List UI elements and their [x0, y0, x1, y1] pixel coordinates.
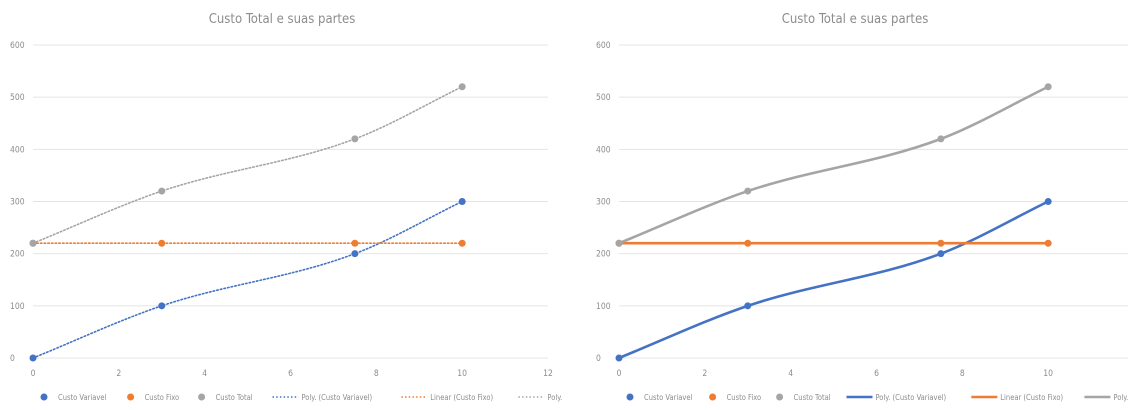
legend-marker — [709, 393, 717, 401]
legend-label: Custo Fixo — [727, 393, 762, 402]
chart-right-svg: Custo Total e suas partes010020030040050… — [596, 12, 1128, 402]
data-point-custo-total — [458, 83, 466, 91]
legend-label: Custo Variavel — [644, 393, 693, 402]
chart-left-svg: Custo Total e suas partes010020030040050… — [10, 12, 564, 402]
legend-marker — [127, 393, 135, 401]
data-point-custo-fixo — [744, 239, 752, 247]
legend-label: Linear (Custo Fixo) — [430, 393, 493, 402]
y-tick-label: 0 — [596, 354, 601, 364]
y-tick-label: 200 — [596, 250, 611, 260]
y-tick-label: 500 — [10, 93, 25, 103]
data-point-custo-fixo — [937, 239, 945, 247]
y-tick-label: 200 — [10, 250, 25, 260]
x-tick-label: 2 — [702, 369, 707, 379]
legend-label: Poly. (Custo Variavel) — [876, 393, 947, 402]
y-tick-label: 400 — [10, 145, 25, 155]
y-tick-label: 300 — [596, 198, 611, 208]
y-tick-label: 400 — [596, 145, 611, 155]
data-point-custo-fixo — [158, 239, 166, 247]
legend-label: Poly. (Custo Total) — [547, 393, 564, 402]
x-tick-label: 0 — [31, 369, 36, 379]
legend-label: Custo Fixo — [145, 393, 180, 402]
y-tick-label: 600 — [10, 41, 25, 51]
data-point-custo-total — [29, 239, 37, 247]
y-tick-label: 0 — [10, 354, 15, 364]
legend-label: Linear (Custo Fixo) — [1000, 393, 1063, 402]
data-point-custo-variavel — [937, 250, 945, 258]
legend-label: Custo Total — [216, 393, 253, 402]
data-point-custo-variavel — [1044, 198, 1052, 205]
data-point-custo-variavel — [744, 302, 752, 310]
x-tick-label: 10 — [1043, 369, 1053, 379]
legend-label: Custo Total — [794, 393, 831, 402]
chart-left: Custo Total e suas partes 0 100 200 300 400 50… — [10, 12, 564, 402]
data-point-custo-variavel — [615, 354, 623, 362]
x-tick-label: 0 — [617, 369, 622, 379]
legend-marker — [626, 393, 634, 401]
trendline-custo-total — [32, 85, 463, 245]
legend-label: Custo Variavel — [58, 393, 107, 402]
x-tick-label: 8 — [374, 369, 379, 379]
data-point-custo-fixo — [1044, 239, 1052, 247]
data-point-custo-total — [937, 135, 945, 143]
legend-marker — [40, 393, 48, 401]
data-point-custo-total — [351, 135, 359, 143]
data-point-custo-variavel — [458, 198, 466, 205]
data-point-custo-fixo — [458, 239, 466, 247]
y-tick-label: 500 — [596, 93, 611, 103]
trendline-custo-total — [617, 85, 1050, 245]
chart-title: Custo Total e suas partes — [782, 12, 929, 27]
x-tick-label: 4 — [788, 369, 793, 379]
legend-label: Poly. (Custo Total) — [1113, 393, 1128, 402]
y-tick-label: 300 — [10, 198, 25, 208]
x-tick-label: 12 — [543, 369, 553, 379]
data-point-custo-total — [158, 187, 166, 195]
x-tick-label: 4 — [202, 369, 207, 379]
chart-title: Custo Total e suas partes — [209, 12, 356, 27]
trendline-custo-variavel — [617, 200, 1050, 360]
data-point-custo-total — [615, 239, 623, 247]
data-point-custo-variavel — [158, 302, 166, 310]
data-point-custo-fixo — [351, 239, 359, 247]
trendline-custo-variavel — [32, 200, 463, 359]
y-tick-label: 100 — [596, 302, 611, 312]
legend-marker — [198, 393, 206, 401]
x-tick-label: 6 — [288, 369, 293, 379]
x-tick-label: 2 — [116, 369, 121, 379]
chart-right: Custo Total e suas partes 0 100 200 300 400 50… — [586, 0, 1128, 410]
x-tick-label: 10 — [457, 369, 467, 379]
legend-label: Poly. (Custo Variavel) — [302, 393, 373, 402]
legend-marker — [776, 393, 784, 401]
y-tick-label: 600 — [596, 41, 611, 51]
data-point-custo-total — [1044, 83, 1052, 91]
y-tick-label: 100 — [10, 302, 25, 312]
data-point-custo-total — [744, 187, 752, 195]
x-tick-label: 8 — [960, 369, 965, 379]
x-tick-label: 6 — [874, 369, 879, 379]
data-point-custo-variavel — [351, 250, 359, 258]
data-point-custo-variavel — [29, 354, 37, 362]
